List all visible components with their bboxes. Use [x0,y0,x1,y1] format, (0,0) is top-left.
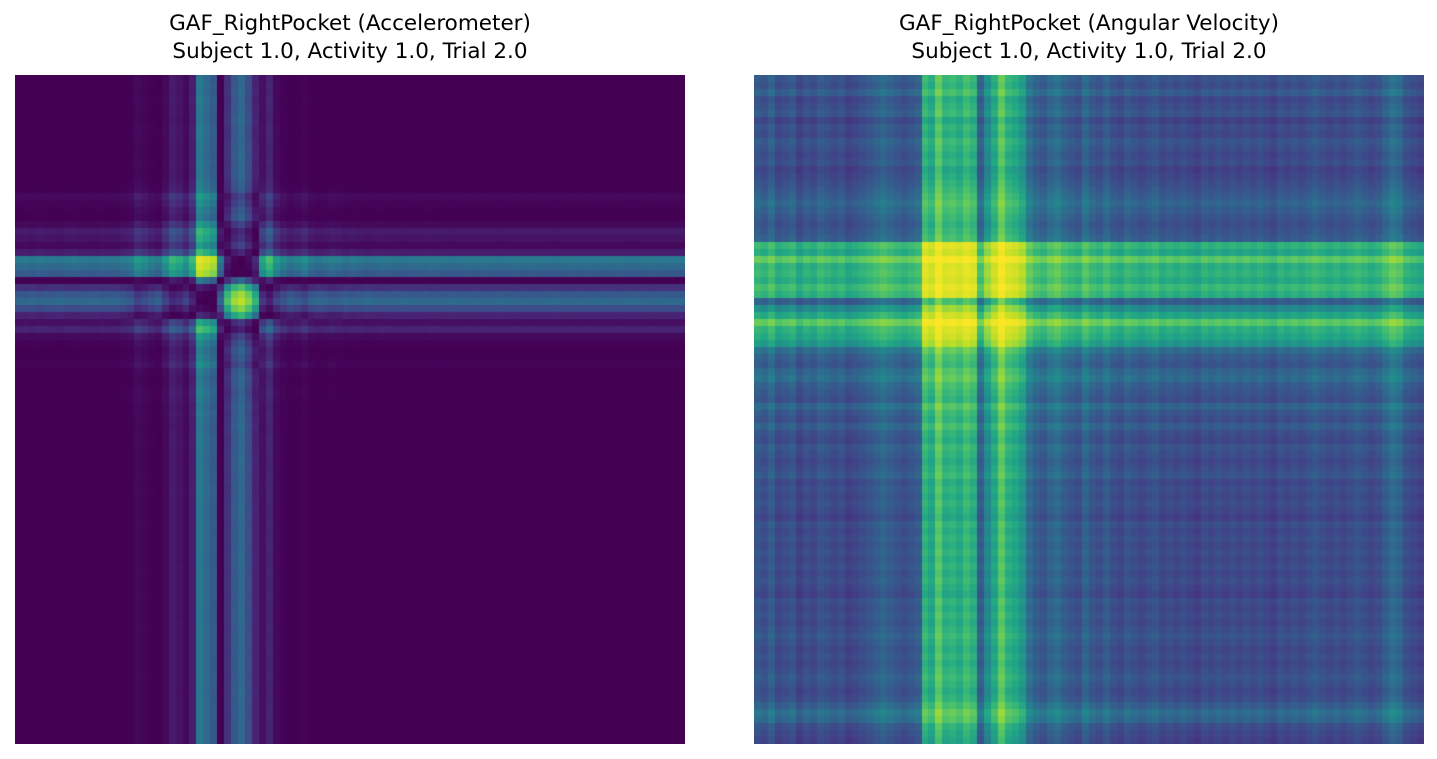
chart-title-line-1: GAF_RightPocket (Angular Velocity) [899,11,1279,36]
gaf-accelerometer-panel: GAF_RightPocket (Accelerometer) Subject … [15,0,685,759]
chart-title-line-2: Subject 1.0, Activity 1.0, Trial 2.0 [911,39,1267,64]
gaf-angular-velocity-heatmap [754,75,1424,744]
chart-title-line-1: GAF_RightPocket (Accelerometer) [169,11,531,36]
gaf-accelerometer-heatmap [15,75,685,744]
gaf-angular-velocity-panel: GAF_RightPocket (Angular Velocity) Subje… [754,0,1424,759]
chart-title: GAF_RightPocket (Angular Velocity) Subje… [714,10,1437,66]
chart-title: GAF_RightPocket (Accelerometer) Subject … [0,10,725,66]
chart-title-line-2: Subject 1.0, Activity 1.0, Trial 2.0 [172,39,528,64]
